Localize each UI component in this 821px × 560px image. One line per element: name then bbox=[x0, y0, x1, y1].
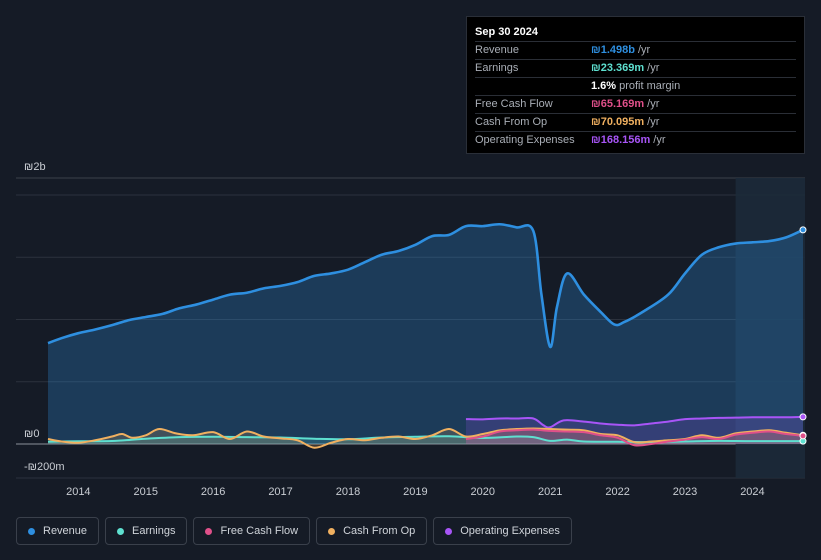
x-tick-label: 2018 bbox=[336, 486, 360, 498]
tooltip-label: Earnings bbox=[475, 62, 519, 74]
legend-item-revenue[interactable]: Revenue bbox=[16, 517, 100, 545]
tooltip-value: 1.6% bbox=[591, 80, 617, 92]
tooltip-unit: /yr bbox=[637, 44, 651, 56]
legend-dot-icon bbox=[28, 527, 35, 535]
legend-label: Free Cash Flow bbox=[220, 525, 299, 537]
legend-label: Revenue bbox=[43, 525, 88, 537]
y-tick-label: ₪0 bbox=[24, 428, 39, 440]
x-tick-label: 2023 bbox=[673, 486, 697, 498]
tooltip-row-revenue: Revenue ₪1.498b /yr bbox=[475, 41, 796, 59]
legend-dot-icon bbox=[205, 527, 213, 535]
highlight-region bbox=[735, 178, 805, 478]
x-tick-label: 2017 bbox=[268, 486, 292, 498]
y-tick-label: ₪2b bbox=[24, 161, 46, 173]
x-tick-label: 2024 bbox=[740, 486, 764, 498]
tooltip-unit: profit margin bbox=[619, 80, 681, 92]
tooltip-label: Operating Expenses bbox=[475, 134, 575, 146]
x-tick-label: 2016 bbox=[201, 486, 225, 498]
tooltip-row-cash-from-op: Cash From Op ₪70.095m /yr bbox=[475, 113, 796, 131]
chart-legend: Revenue Earnings Free Cash Flow Cash Fro… bbox=[16, 517, 572, 545]
tooltip-label: Free Cash Flow bbox=[475, 98, 553, 110]
legend-item-earnings[interactable]: Earnings bbox=[105, 517, 188, 545]
tooltip-row-earnings: Earnings ₪23.369m /yr bbox=[475, 59, 796, 77]
line-revenue bbox=[47, 222, 804, 349]
legend-dot-icon bbox=[117, 527, 125, 535]
x-axis-labels: 2014 2015 2016 2017 2018 2019 2020 2021 2022 2023… bbox=[66, 486, 765, 498]
legend-dot-icon bbox=[328, 527, 336, 535]
tooltip-value: ₪65.169m bbox=[591, 98, 645, 110]
legend-label: Cash From Op bbox=[343, 525, 416, 537]
tooltip-value: ₪23.369m bbox=[591, 62, 645, 74]
y-axis-labels: ₪2b ₪0 -₪200m bbox=[24, 161, 65, 473]
legend-label: Operating Expenses bbox=[460, 525, 560, 537]
chart-grid bbox=[16, 177, 805, 479]
legend-label: Earnings bbox=[132, 525, 176, 537]
x-tick-label: 2019 bbox=[403, 486, 427, 498]
x-tick-label: 2020 bbox=[471, 486, 495, 498]
end-markers bbox=[799, 226, 807, 445]
line-operating-expenses bbox=[465, 415, 804, 429]
x-tick-label: 2022 bbox=[605, 486, 629, 498]
tooltip-value: ₪1.498b bbox=[591, 44, 635, 56]
chart-areas bbox=[48, 224, 803, 448]
x-tick-label: 2015 bbox=[134, 486, 158, 498]
line-free-cash-flow bbox=[465, 428, 804, 447]
area-revenue bbox=[48, 224, 803, 444]
tooltip-unit: /yr bbox=[647, 62, 660, 74]
tooltip-date: Sep 30 2024 bbox=[475, 26, 538, 38]
legend-item-cash-from-op[interactable]: Cash From Op bbox=[316, 517, 428, 545]
legend-item-free-cash-flow[interactable]: Free Cash Flow bbox=[193, 517, 311, 545]
tooltip-unit: /yr bbox=[647, 116, 660, 128]
end-marker-revenue bbox=[799, 226, 807, 234]
y-tick-label: -₪200m bbox=[24, 461, 65, 473]
tooltip-row-profit-margin: 1.6% profit margin bbox=[475, 77, 796, 95]
chart-lines bbox=[47, 222, 804, 449]
x-tick-label: 2021 bbox=[538, 486, 562, 498]
tooltip-value: ₪168.156m bbox=[591, 134, 651, 146]
tooltip-row-free-cash-flow: Free Cash Flow ₪65.169m /yr bbox=[475, 95, 796, 113]
tooltip-row-operating-expenses: Operating Expenses ₪168.156m /yr bbox=[475, 131, 796, 149]
end-marker-operating-expenses bbox=[799, 413, 807, 421]
tooltip-value: ₪70.095m bbox=[591, 116, 645, 128]
tooltip-unit: /yr bbox=[653, 134, 666, 146]
legend-item-operating-expenses[interactable]: Operating Expenses bbox=[433, 517, 572, 545]
end-marker-free-cash-flow bbox=[799, 432, 807, 440]
legend-dot-icon bbox=[445, 527, 453, 535]
data-tooltip: Sep 30 2024 Revenue ₪1.498b /yr Earnings… bbox=[466, 16, 805, 154]
x-tick-label: 2014 bbox=[66, 486, 90, 498]
tooltip-unit: /yr bbox=[647, 98, 660, 110]
highlight-band bbox=[735, 178, 805, 478]
tooltip-label bbox=[475, 78, 591, 95]
tooltip-label: Revenue bbox=[475, 44, 520, 56]
tooltip-label: Cash From Op bbox=[475, 116, 548, 128]
